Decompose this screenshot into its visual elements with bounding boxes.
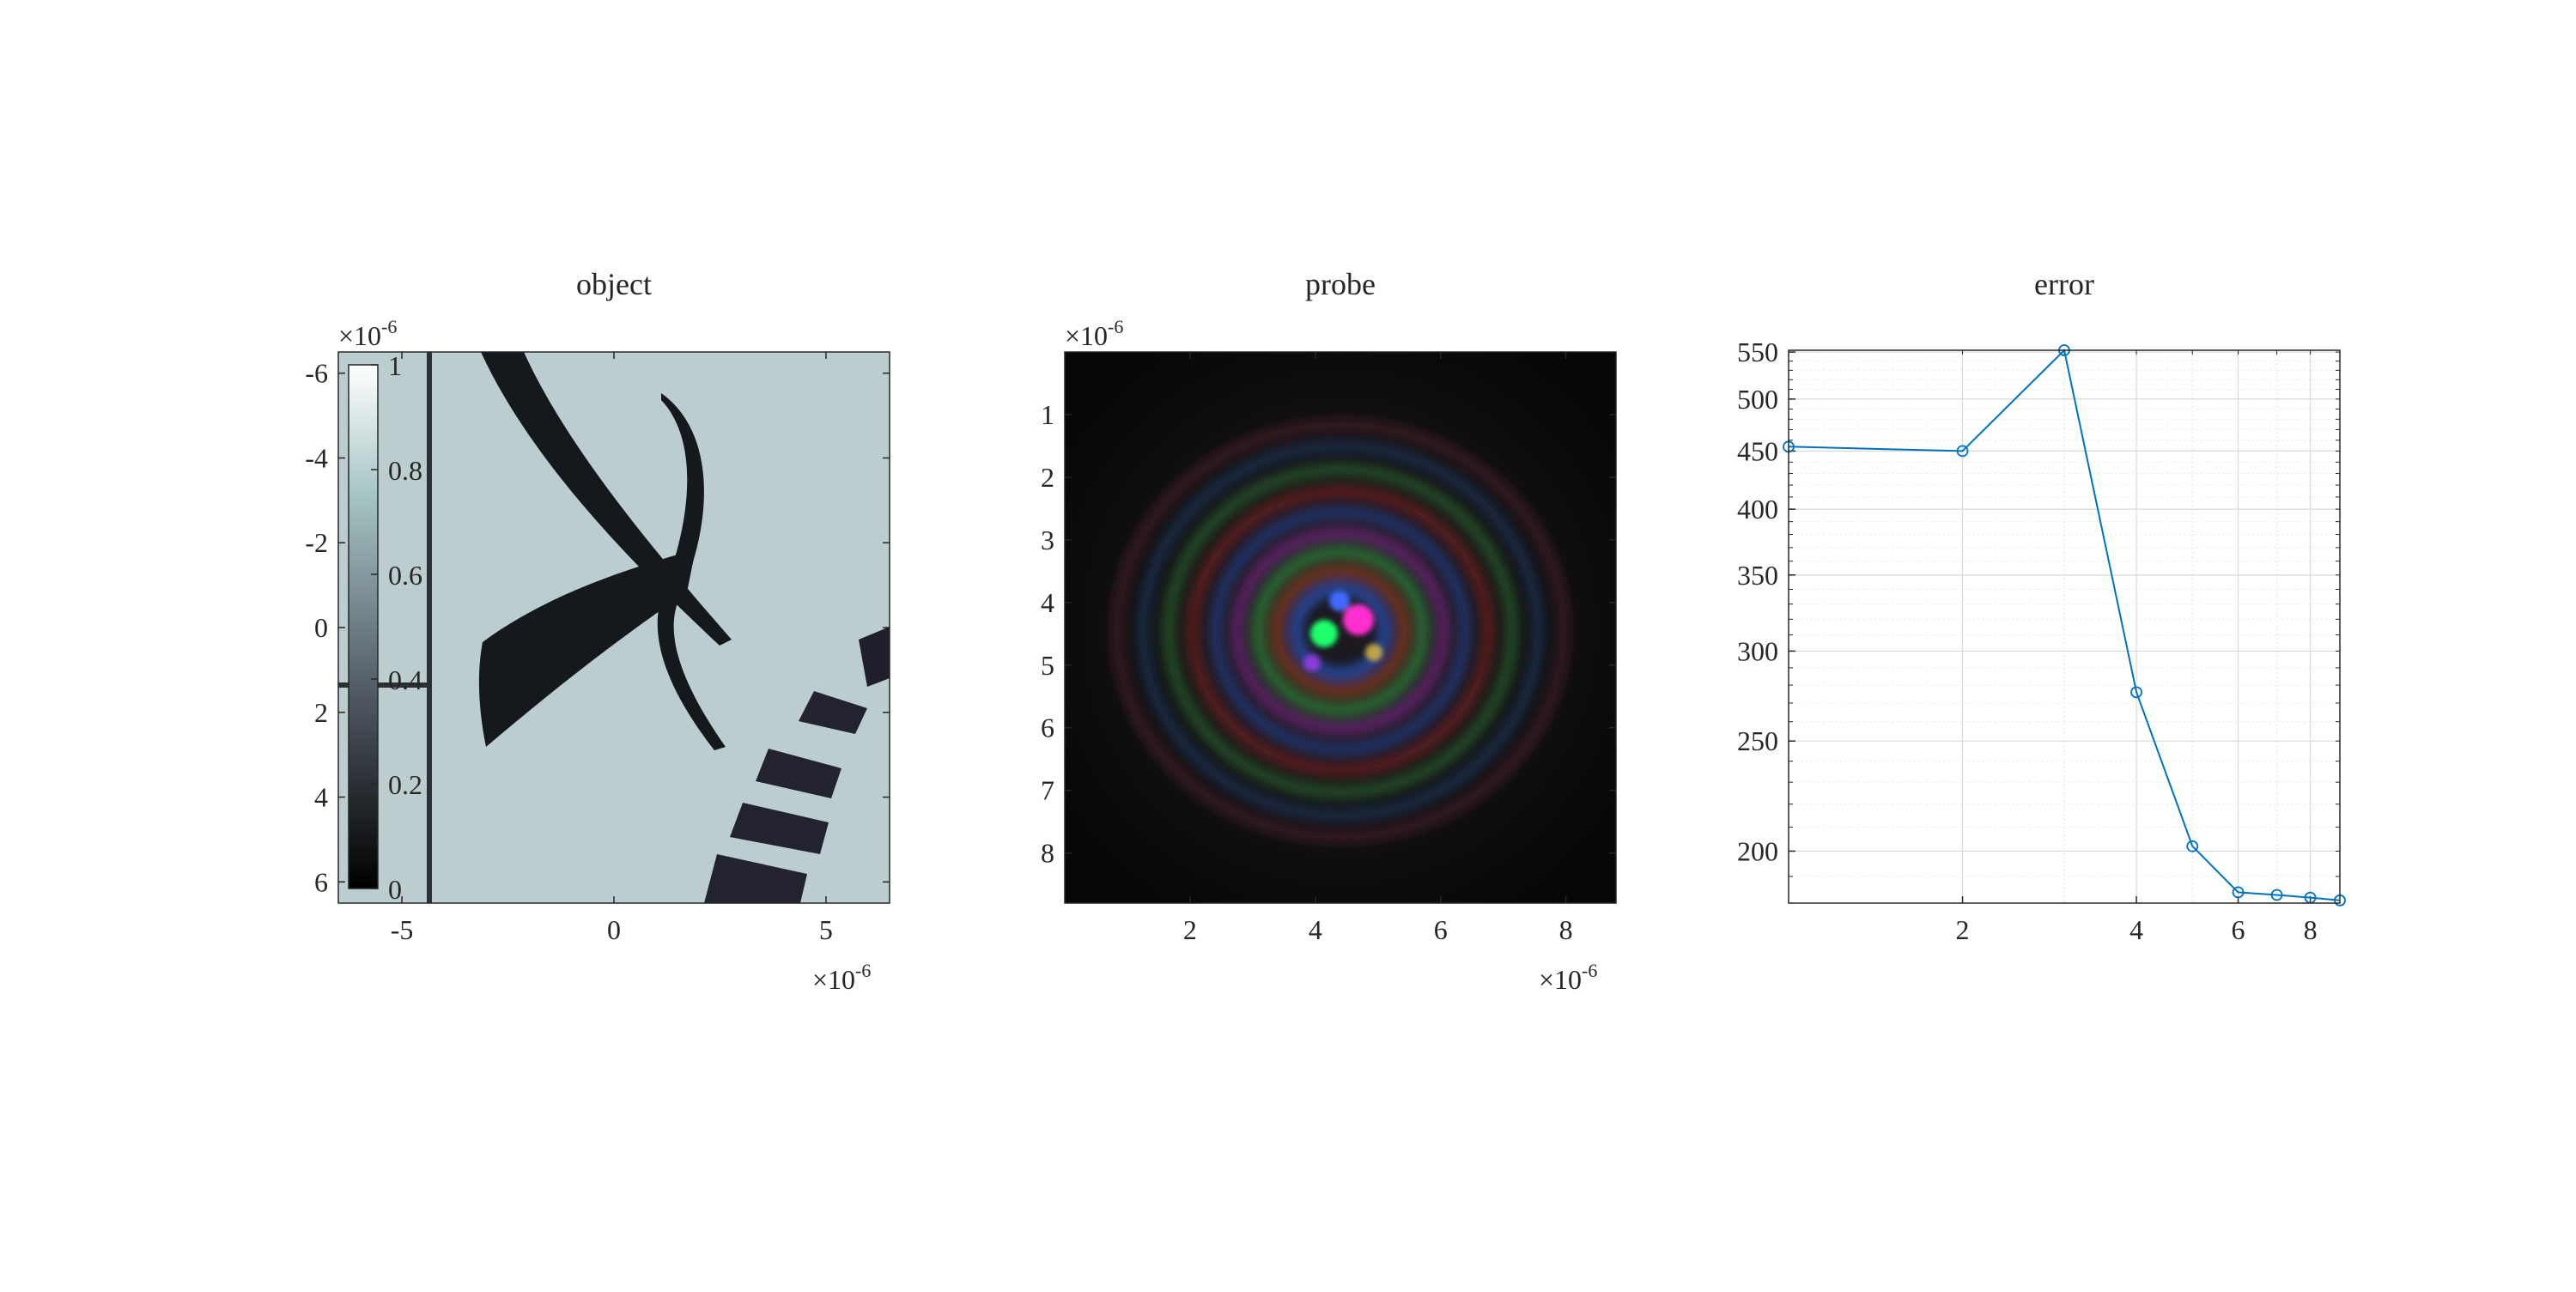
object-y-tick-label: 0 <box>314 612 328 643</box>
object-vertical-line <box>427 352 432 903</box>
colorbar-tick-label: 1 <box>388 350 402 381</box>
error-data-point <box>1956 445 1969 458</box>
error-y-tick-label: 550 <box>1737 337 1778 367</box>
object-x-tick-label: 0 <box>607 914 621 945</box>
error-series-line <box>1788 348 2341 901</box>
probe-y-tick-label: 2 <box>1041 462 1054 493</box>
error-x-tick-label: 2 <box>1956 914 1970 945</box>
object-y-tick-label: 4 <box>314 782 328 813</box>
error-axes-box <box>1788 349 2341 904</box>
colorbar-tick-label: 0.4 <box>388 664 422 695</box>
object-ticks: -5 0 5 -6 -4 -2 0 2 4 6 0 0.2 0.4 0.6 0.8 1 <box>305 350 890 945</box>
probe-x-exponent: ×10-6 <box>1539 960 1597 995</box>
error-y-tick-label: 250 <box>1737 725 1778 756</box>
probe-x-tick-label: 6 <box>1434 914 1448 945</box>
object-image <box>338 352 890 903</box>
error-y-tick-label: 200 <box>1737 835 1778 866</box>
probe-y-tick-label: 6 <box>1041 713 1054 743</box>
error-data-point <box>2270 889 2283 901</box>
error-data-point <box>2130 686 2142 699</box>
colorbar-tick-label: 0.8 <box>388 455 422 486</box>
error-y-tick-label: 350 <box>1737 560 1778 591</box>
colorbar-tick-label: 0.2 <box>388 769 422 800</box>
error-x-tick-label: 8 <box>2304 914 2318 945</box>
object-y-tick-label: 6 <box>314 866 328 897</box>
object-horizontal-line <box>338 682 429 688</box>
probe-y-tick-label: 1 <box>1041 399 1054 430</box>
object-crescent-lower <box>478 549 696 747</box>
error-title: error <box>2034 267 2094 301</box>
error-data-point <box>2186 840 2199 852</box>
object-y-tick-label: 2 <box>314 697 328 728</box>
probe-center <box>1303 591 1382 671</box>
error-ticks: 2 4 6 8 200 250 300 350 400 450 500 550 <box>1737 337 2341 945</box>
object-panel: object -5 0 5 -6 -4 -2 0 2 4 6 0 0.2 0.4 0.6 0.8 1 ×10-… <box>305 267 890 995</box>
error-x-tick-label: 4 <box>2129 914 2143 945</box>
error-y-tick-label: 400 <box>1737 494 1778 525</box>
probe-x-tick-label: 4 <box>1309 914 1322 945</box>
error-y-tick-label: 500 <box>1737 384 1778 415</box>
colorbar-tick-label: 0.6 <box>388 560 422 591</box>
colorbar <box>348 364 379 889</box>
object-spoke-3 <box>756 749 841 798</box>
probe-x-tick-label: 2 <box>1183 914 1197 945</box>
object-title: object <box>576 267 652 301</box>
probe-y-exponent: ×10-6 <box>1065 316 1123 351</box>
error-grid <box>1789 350 2341 903</box>
object-x-tick-label: -5 <box>391 914 414 945</box>
object-y-tick-label: -4 <box>305 442 328 473</box>
object-y-tick-label: -2 <box>305 527 328 558</box>
error-panel: error 2 4 6 8 200 250 300 350 400 450 500 550 <box>1737 267 2346 945</box>
probe-y-tick-label: 7 <box>1041 775 1054 806</box>
probe-image <box>1065 352 1616 903</box>
object-spoke-5 <box>704 854 807 903</box>
probe-y-tick-label: 8 <box>1041 838 1054 869</box>
probe-ticks: 2 4 6 8 1 2 3 4 5 6 7 8 <box>1041 352 1616 945</box>
object-crescent-right <box>657 393 726 750</box>
object-spoke-4 <box>730 803 829 854</box>
colorbar-tick-label: 0 <box>388 874 402 905</box>
object-x-tick-label: 5 <box>819 914 833 945</box>
error-y-tick-label: 300 <box>1737 635 1778 666</box>
probe-y-tick-label: 4 <box>1041 587 1054 618</box>
error-data-point <box>2232 886 2245 899</box>
probe-rings <box>1110 418 1571 844</box>
object-y-exponent: ×10-6 <box>338 316 397 351</box>
probe-y-tick-label: 3 <box>1041 525 1054 555</box>
probe-panel: probe 2 4 6 8 1 2 3 4 5 6 7 8 <box>1041 267 1617 995</box>
probe-y-tick-label: 5 <box>1041 650 1054 681</box>
object-x-exponent: ×10-6 <box>812 960 871 995</box>
probe-x-tick-label: 8 <box>1559 914 1573 945</box>
object-y-tick-label: -6 <box>305 358 328 389</box>
probe-title: probe <box>1305 267 1376 301</box>
probe-axes-box <box>1064 351 1617 904</box>
object-spoke-1 <box>859 627 890 687</box>
error-y-tick-label: 450 <box>1737 435 1778 466</box>
object-spoke-2 <box>799 691 867 734</box>
error-x-tick-label: 6 <box>2232 914 2245 945</box>
